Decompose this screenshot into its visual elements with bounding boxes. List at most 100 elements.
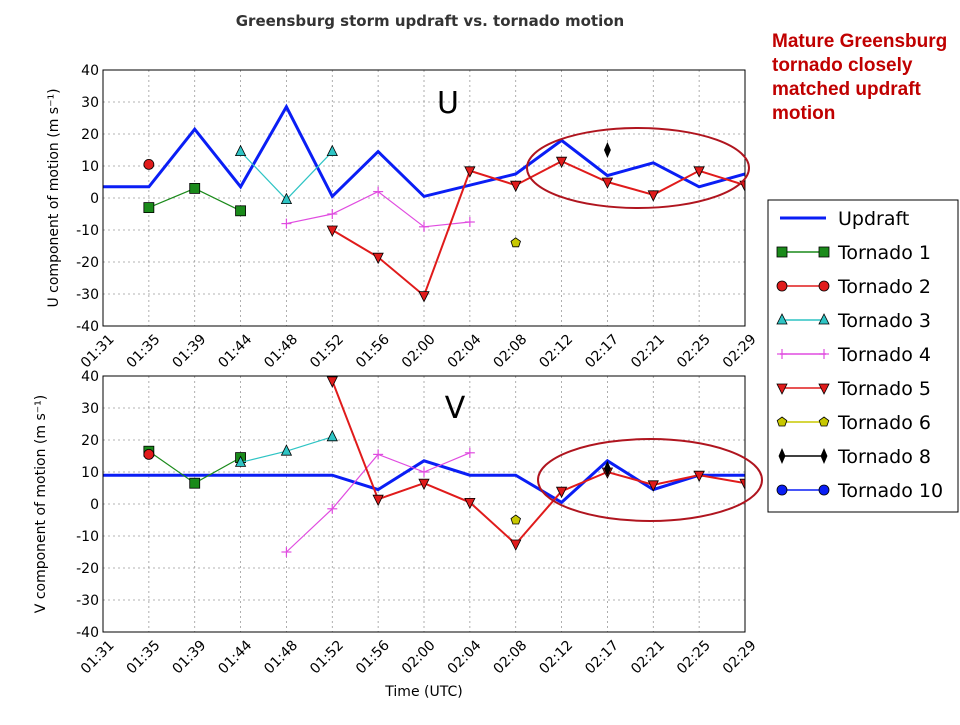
legend-marker [818,280,830,292]
x-tick-label: 02:00 [399,637,439,677]
x-tick-label: 02:25 [674,331,714,371]
point-tornado-4 [281,218,292,229]
legend-marker [818,416,830,427]
point-tornado-5 [693,166,705,178]
point-tornado-5 [555,486,568,499]
annotation-text: Mature Greensburg tornado closely matche… [772,31,948,124]
y-tick-label: 10 [81,465,99,481]
point-tornado-4 [464,217,475,227]
legend-marker [820,447,828,465]
legend-label: Tornado 3 [837,310,931,332]
y-tick-label: -20 [76,255,99,271]
legend-marker [776,280,788,292]
legend-entry-tornado-5: Tornado 5 [776,378,931,400]
legend-label: Tornado 1 [837,242,931,264]
legend-marker [776,383,788,395]
legend-marker [776,416,788,427]
series-line-tornado-5 [331,160,745,298]
legend-entry-tornado-8: Tornado 8 [778,446,931,468]
x-tick-label: 01:56 [353,331,393,371]
x-tick-label: 01:48 [261,331,301,371]
point-tornado-5 [693,470,705,483]
plot-frame [102,375,746,633]
point-tornado-4 [373,449,384,460]
legend-entry-tornado-6: Tornado 6 [776,412,931,434]
series-group [103,103,745,303]
point-tornado-8 [603,141,611,159]
point-tornado-5 [739,478,745,491]
legend-label: Tornado 5 [837,378,931,400]
point-tornado-4 [327,209,338,219]
legend-marker [818,246,830,258]
x-tick-label: 01:39 [170,331,210,371]
point-tornado-5 [418,291,430,303]
legend-entry-updraft: Updraft [780,208,909,230]
y-axis-label: U component of motion (m s⁻¹) [46,88,62,307]
x-tick-label: 01:52 [307,331,347,371]
point-tornado-1 [235,205,246,217]
point-tornado-5 [601,177,614,189]
legend-marker [819,349,829,359]
y-tick-label: -10 [76,223,99,239]
point-tornado-5 [464,497,476,510]
series-line-tornado-5 [331,380,745,546]
y-tick-label: 0 [90,497,99,513]
legend-marker [818,383,830,395]
point-tornado-6 [510,514,521,525]
point-tornado-2 [143,448,155,460]
legend-marker [818,484,830,496]
x-tick-label: 02:29 [720,331,760,371]
point-tornado-5 [555,156,568,169]
legend: Updraft Tornado 1 Tornado 2 Tornado 3 Tornad… [767,199,959,513]
point-tornado-5 [326,225,338,237]
point-tornado-5 [418,478,430,491]
point-tornado-8 [603,460,611,477]
x-tick-label: 02:12 [536,637,576,677]
legend-marker [818,313,830,325]
point-tornado-4 [373,186,384,197]
y-tick-label: -30 [76,287,99,303]
y-tick-label: 10 [81,159,99,175]
x-axis-label: Time (UTC) [384,684,462,700]
y-tick-label: 40 [81,369,99,385]
x-tick-label: 01:52 [307,637,347,677]
x-tick-label: 01:35 [124,331,164,371]
x-tick-label: 02:04 [445,637,485,677]
legend-entry-tornado-10: Tornado 10 [776,480,943,502]
legend-marker [777,349,787,359]
point-tornado-1 [143,202,155,214]
point-tornado-5 [326,376,338,388]
x-tick-label: 01:39 [170,637,210,677]
y-tick-label: 20 [81,127,99,143]
y-axis-label: V component of motion (m s⁻¹) [33,395,49,613]
point-tornado-5 [510,180,522,193]
legend-marker [776,484,788,496]
point-tornado-4 [419,467,429,477]
point-tornado-3 [326,429,338,442]
x-tick-label: 02:17 [582,331,622,371]
point-tornado-5 [464,166,476,178]
y-tick-label: 0 [90,191,99,207]
legend-label: Tornado 6 [837,412,931,434]
panel-label: U [437,86,459,121]
y-tick-label: 20 [81,433,99,449]
legend-label: Updraft [838,208,909,230]
x-tick-label: 02:21 [628,637,668,677]
x-tick-label: 01:35 [124,637,164,677]
x-tick-label: 02:21 [628,331,668,371]
point-tornado-5 [372,494,384,507]
x-tick-label: 02:04 [445,331,485,371]
point-tornado-4 [419,221,429,232]
point-tornado-3 [280,192,293,205]
point-tornado-4 [464,447,475,458]
x-tick-label: 02:00 [399,331,439,371]
legend-entry-tornado-1: Tornado 1 [776,242,931,264]
point-tornado-5 [372,252,384,265]
x-tick-label: 01:44 [215,331,255,371]
point-tornado-3 [326,144,338,157]
point-tornado-3 [234,455,247,467]
y-tick-label: -40 [76,319,99,335]
x-tick-label: 01:31 [78,637,118,677]
